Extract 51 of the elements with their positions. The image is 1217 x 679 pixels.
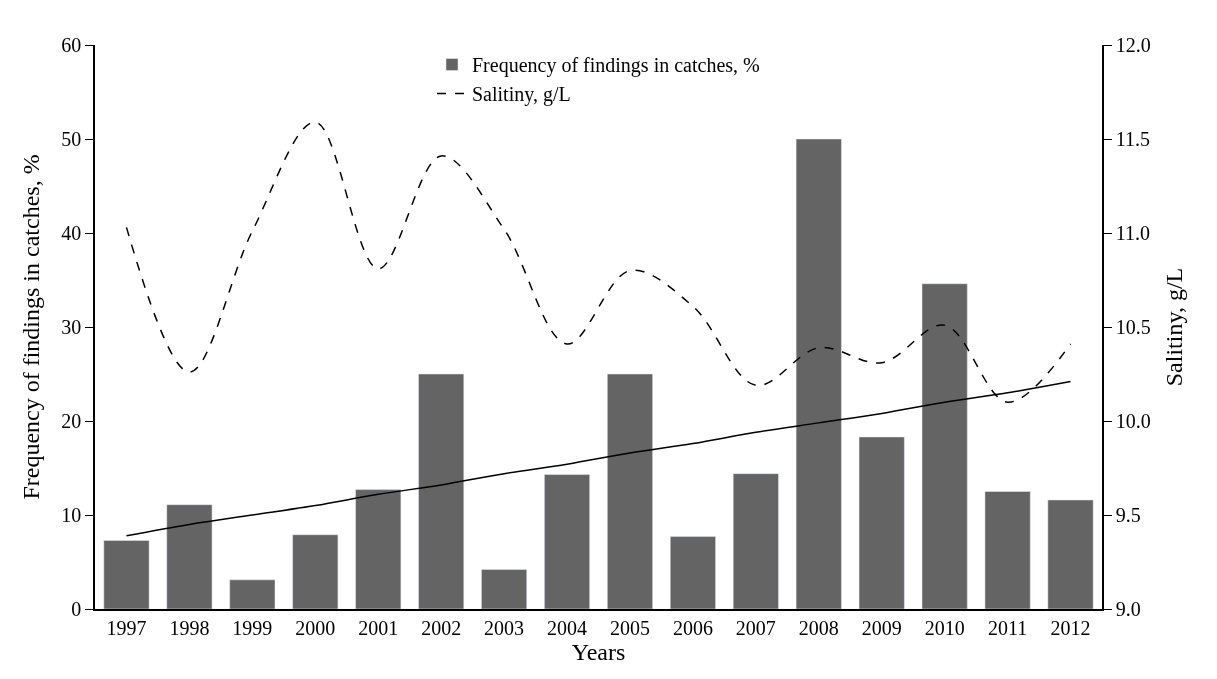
y-tick-label: 10 xyxy=(61,504,82,526)
bar xyxy=(670,536,716,609)
bar xyxy=(166,504,213,609)
y2-tick-label: 10.5 xyxy=(1115,316,1151,338)
y-tick-label: 40 xyxy=(61,222,82,244)
x-tick-label: 2007 xyxy=(735,616,776,639)
y2-tick-label: 11.5 xyxy=(1115,128,1151,150)
bar xyxy=(544,474,590,609)
bar xyxy=(984,491,1031,609)
x-tick-label: 2002 xyxy=(421,616,462,639)
y-tick-label: 60 xyxy=(61,34,82,56)
bar xyxy=(607,373,653,609)
y2-tick-label: 9.0 xyxy=(1115,598,1141,620)
y2-tick-label: 9.5 xyxy=(1115,504,1141,526)
x-tick-label: 2004 xyxy=(547,616,588,639)
legend-label: Salitiny, g/L xyxy=(472,83,571,107)
bar xyxy=(732,473,779,609)
bar xyxy=(103,540,150,609)
x-tick-label: 1997 xyxy=(106,616,147,639)
y2-tick-label: 12.0 xyxy=(1115,34,1151,56)
x-tick-label: 2001 xyxy=(358,616,399,639)
x-tick-label: 2012 xyxy=(1050,616,1091,639)
x-tick-label: 2006 xyxy=(672,616,713,639)
x-tick-label: 1998 xyxy=(169,616,210,639)
y-tick-label: 50 xyxy=(61,128,82,150)
bar xyxy=(1047,499,1094,609)
bar xyxy=(921,283,968,609)
x-tick-label: 1999 xyxy=(232,616,273,639)
x-tick-label: 2009 xyxy=(861,616,902,639)
bar xyxy=(858,436,905,609)
x-tick-label: 2005 xyxy=(609,616,650,639)
x-tick-label: 2008 xyxy=(798,616,839,639)
bar xyxy=(481,569,527,609)
x-axis-title: Years xyxy=(571,638,626,665)
legend-label: Frequency of findings in catches, % xyxy=(472,54,760,78)
bar xyxy=(229,579,276,609)
y-tick-label: 0 xyxy=(71,598,82,620)
y-tick-label: 30 xyxy=(61,316,82,338)
y-tick-label: 20 xyxy=(61,410,82,432)
x-tick-label: 2011 xyxy=(987,616,1028,639)
bar xyxy=(355,489,402,609)
x-tick-label: 2003 xyxy=(484,616,525,639)
y-axis-title: Frequency of findings in catches, % xyxy=(17,154,44,500)
bar xyxy=(418,373,465,609)
y2-axis-title: Salitiny, g/L xyxy=(1160,267,1187,387)
bar xyxy=(795,138,842,609)
x-tick-label: 2000 xyxy=(295,616,336,639)
y2-tick-label: 10.0 xyxy=(1115,410,1151,432)
y2-tick-label: 11.0 xyxy=(1115,222,1151,244)
x-tick-label: 2010 xyxy=(924,616,965,639)
bar xyxy=(292,534,339,609)
